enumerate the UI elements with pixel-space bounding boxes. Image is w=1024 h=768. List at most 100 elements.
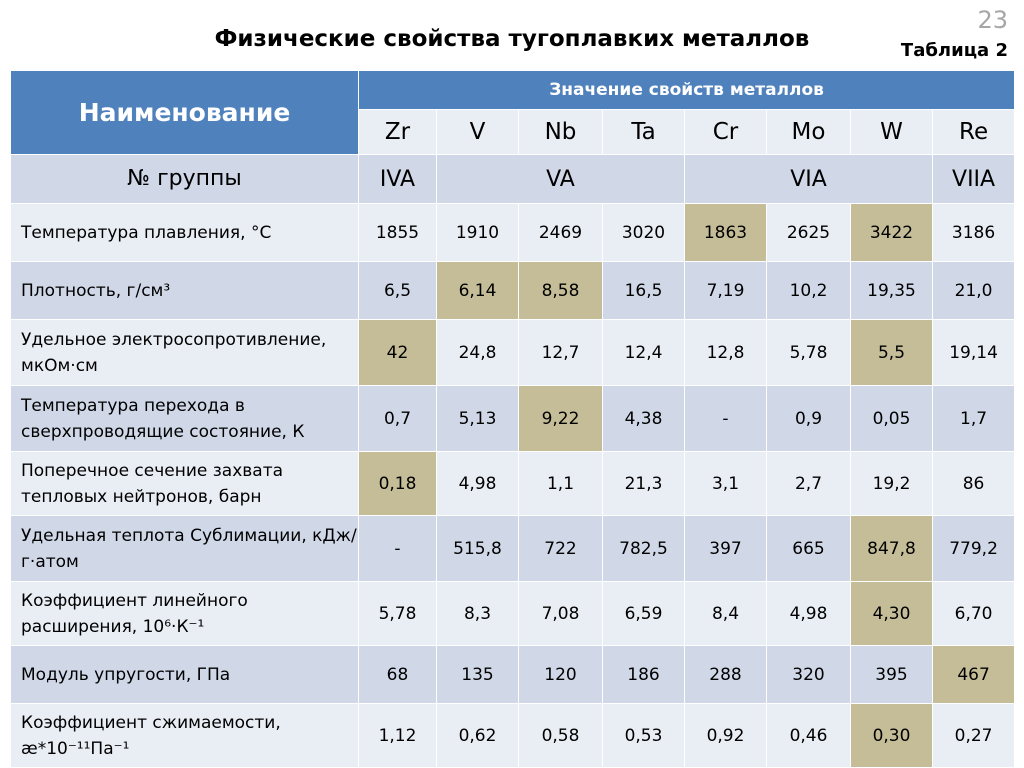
value-cell: 186 <box>602 645 685 704</box>
value-cell: 3,1 <box>684 451 767 516</box>
value-cell: 0,30 <box>850 703 933 768</box>
table-row: Плотность, г/см³ 6,5 6,14 8,58 16,5 7,19 10,2 1… <box>10 261 1016 320</box>
value-cell: 1863 <box>684 203 767 262</box>
property-label: Коэффициент сжимаемости, æ*10⁻¹¹Па⁻¹ <box>10 703 359 768</box>
page-title: Физические свойства тугоплавких металлов <box>214 26 810 52</box>
group-cell: VIA <box>684 154 933 204</box>
value-cell: 467 <box>931 645 1016 704</box>
metal-header: Cr <box>684 109 767 155</box>
property-label: Плотность, г/см³ <box>10 261 359 320</box>
table-row: Удельная теплота Сублимации, кДж/г·атом -… <box>10 515 1016 582</box>
value-cell: 782,5 <box>602 515 685 582</box>
value-cell: 2625 <box>766 203 851 262</box>
value-cell: 3186 <box>931 203 1016 262</box>
name-column-header: Наименование <box>10 70 359 155</box>
value-cell: 4,38 <box>602 385 685 452</box>
metal-header: Re <box>931 109 1016 155</box>
property-label: Поперечное сечение захвата тепловых нейт… <box>10 451 359 516</box>
property-label: Модуль упругости, ГПа <box>10 645 359 704</box>
property-label: Коэффициент линейного расширения, 10⁶·К⁻… <box>10 581 359 646</box>
values-header: Значение свойств металлов <box>357 70 1016 110</box>
property-label: Температура перехода в сверхпроводящие с… <box>10 385 359 452</box>
value-cell: 4,98 <box>766 581 851 646</box>
value-cell: 4,30 <box>850 581 933 646</box>
metal-header: Zr <box>358 109 437 155</box>
value-cell: 12,8 <box>684 319 767 386</box>
group-cell: VIIA <box>931 154 1016 204</box>
value-cell: 665 <box>766 515 851 582</box>
value-cell: 19,2 <box>850 451 933 516</box>
group-row: № группы IVA VA VIA VIIA <box>10 154 1016 204</box>
table-row: Коэффициент сжимаемости, æ*10⁻¹¹Па⁻¹ 1,12… <box>10 703 1016 768</box>
value-cell: 2,7 <box>766 451 851 516</box>
metal-header: Nb <box>518 109 603 155</box>
value-cell: 8,4 <box>684 581 767 646</box>
metal-header: V <box>436 109 519 155</box>
table-row: Поперечное сечение захвата тепловых нейт… <box>10 451 1016 516</box>
value-cell: 4,98 <box>436 451 519 516</box>
value-cell: 395 <box>850 645 933 704</box>
value-cell: 135 <box>436 645 519 704</box>
value-cell: 1,12 <box>358 703 437 768</box>
value-cell: 12,4 <box>602 319 685 386</box>
value-cell: 1855 <box>358 203 437 262</box>
property-label: Температура плавления, °С <box>10 203 359 262</box>
value-cell: 0,46 <box>766 703 851 768</box>
value-cell: 6,5 <box>358 261 437 320</box>
value-cell: 397 <box>684 515 767 582</box>
value-cell: 68 <box>358 645 437 704</box>
table-row: Модуль упругости, ГПа 68 135 120 186 288 320 39… <box>10 645 1016 704</box>
value-cell: 515,8 <box>436 515 519 582</box>
metals-row: Zr V Nb Ta Cr Mo W Re <box>11 109 1016 155</box>
value-cell: 320 <box>766 645 851 704</box>
value-cell: 19,14 <box>931 319 1016 386</box>
value-cell: 120 <box>518 645 603 704</box>
value-cell: 288 <box>684 645 767 704</box>
header-row: Наименование Значение свойств металлов <box>10 70 1016 155</box>
value-cell: 3020 <box>602 203 685 262</box>
value-cell: 0,62 <box>436 703 519 768</box>
value-cell: 1910 <box>436 203 519 262</box>
value-cell: 10,2 <box>766 261 851 320</box>
slide-number: 23 <box>977 6 1008 34</box>
value-cell: 42 <box>358 319 437 386</box>
metal-header: Mo <box>766 109 851 155</box>
group-cell: VA <box>436 154 685 204</box>
table-label: Таблица 2 <box>900 40 1008 61</box>
value-cell: 0,05 <box>850 385 933 452</box>
value-cell: 0,27 <box>931 703 1016 768</box>
metal-header: Ta <box>602 109 685 155</box>
value-cell: 5,13 <box>436 385 519 452</box>
value-cell: 6,14 <box>436 261 519 320</box>
value-cell: 5,78 <box>766 319 851 386</box>
value-cell: 0,9 <box>766 385 851 452</box>
property-label: Удельное электросопротивление, мкОм·см <box>10 319 359 386</box>
value-cell: 19,35 <box>850 261 933 320</box>
value-cell: 779,2 <box>931 515 1016 582</box>
value-cell: 9,22 <box>518 385 603 452</box>
value-cell: 7,19 <box>684 261 767 320</box>
properties-table: Наименование Значение свойств металлов Z… <box>10 70 1016 768</box>
value-cell: 2469 <box>518 203 603 262</box>
table-row: Температура перехода в сверхпроводящие с… <box>10 385 1016 452</box>
value-cell: 1,7 <box>931 385 1016 452</box>
value-cell: 0,7 <box>358 385 437 452</box>
value-cell: 6,70 <box>931 581 1016 646</box>
value-cell: 0,18 <box>358 451 437 516</box>
value-cell: 5,78 <box>358 581 437 646</box>
value-cell: 24,8 <box>436 319 519 386</box>
value-cell: 16,5 <box>602 261 685 320</box>
group-row-label: № группы <box>10 154 359 204</box>
value-cell: 847,8 <box>850 515 933 582</box>
value-cell: 0,53 <box>602 703 685 768</box>
value-cell: 0,92 <box>684 703 767 768</box>
property-label: Удельная теплота Сублимации, кДж/г·атом <box>10 515 359 582</box>
value-cell: 21,0 <box>931 261 1016 320</box>
table-row: Коэффициент линейного расширения, 10⁶·К⁻… <box>10 581 1016 646</box>
value-cell: 8,3 <box>436 581 519 646</box>
metal-header: W <box>850 109 933 155</box>
value-cell: 6,59 <box>602 581 685 646</box>
group-cell: IVA <box>358 154 437 204</box>
table-row: Удельное электросопротивление, мкОм·см 42… <box>10 319 1016 386</box>
value-cell: 12,7 <box>518 319 603 386</box>
